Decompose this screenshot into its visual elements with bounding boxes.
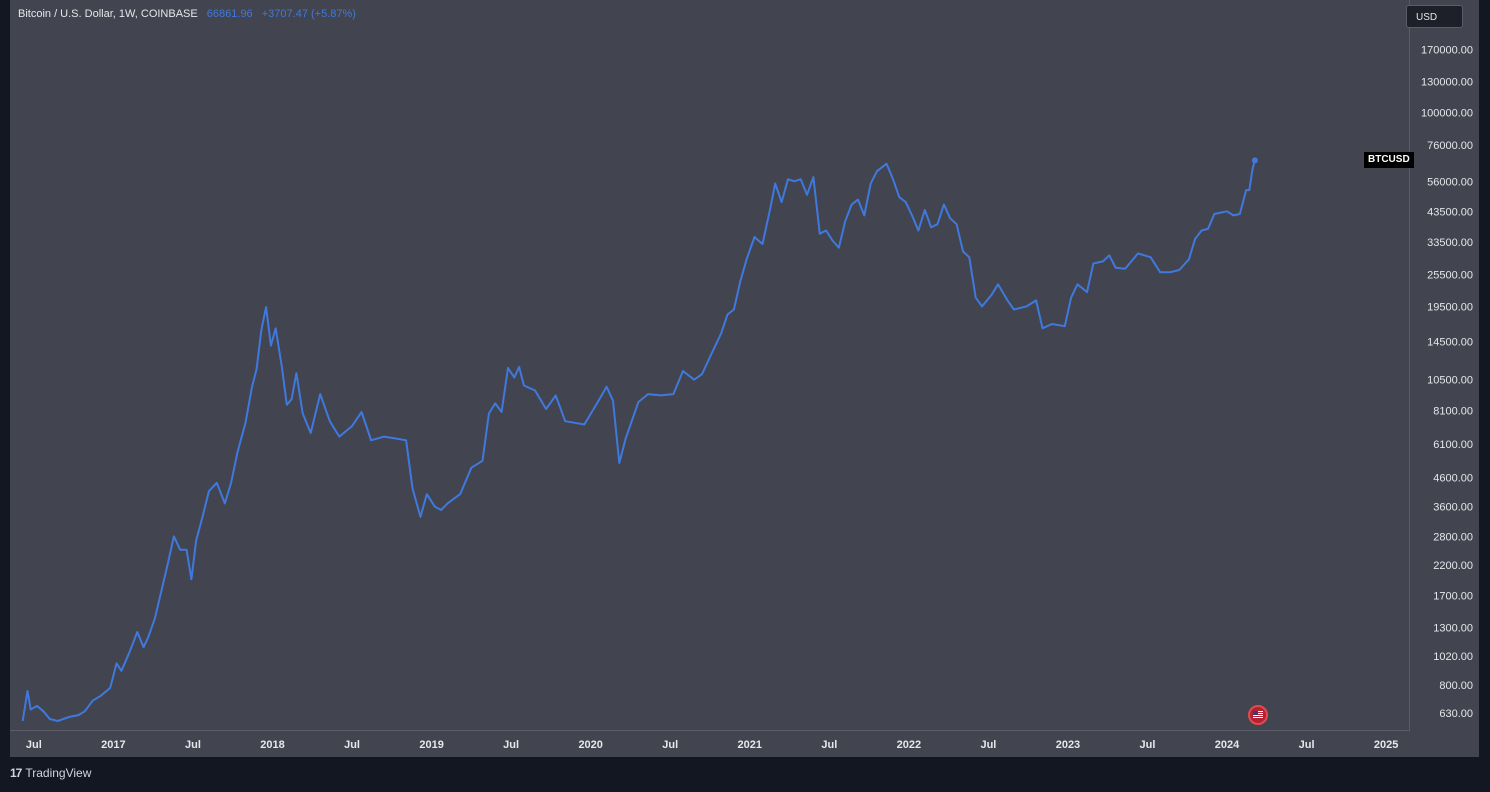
price-tick-label: 100000.00 xyxy=(1421,108,1473,120)
price-tick-label: 10500.00 xyxy=(1427,375,1473,387)
flag-canton xyxy=(1253,711,1258,715)
axis-corner xyxy=(1410,730,1479,757)
time-axis[interactable]: Jul 2017 Jul 2018 Jul 2019 Jul 2020 Jul 2021 Jul 20… xyxy=(10,730,1410,757)
price-axis[interactable]: 170000.00 130000.00 100000.00 76000.00 56000… xyxy=(1410,0,1479,730)
price-tick-label: 43500.00 xyxy=(1427,206,1473,218)
time-tick-label: 2021 xyxy=(738,739,762,751)
tradingview-logo-icon: 17 xyxy=(10,766,22,780)
price-tick-label: 2200.00 xyxy=(1433,560,1473,572)
time-tick-label: Jul xyxy=(26,739,42,751)
time-tick-label: Jul xyxy=(185,739,201,751)
symbol-name: Bitcoin / U.S. Dollar, 1W, COINBASE xyxy=(18,8,198,20)
last-price: 66861.96 xyxy=(206,8,253,20)
price-tick-label: 170000.00 xyxy=(1421,45,1473,57)
plot-area[interactable]: Bitcoin / U.S. Dollar, 1W, COINBASE 6686… xyxy=(10,0,1410,730)
price-tick-label: 800.00 xyxy=(1439,680,1473,692)
time-tick-label: Jul xyxy=(821,739,837,751)
price-tick-label: 1300.00 xyxy=(1433,622,1473,634)
tradingview-brand[interactable]: 17 TradingView xyxy=(10,766,91,780)
price-tick-label: 8100.00 xyxy=(1433,406,1473,418)
btcusd-price-line xyxy=(21,160,1256,722)
time-tick-label: Jul xyxy=(1140,739,1156,751)
flag-stripes xyxy=(1253,711,1263,719)
price-tick-label: 1700.00 xyxy=(1433,591,1473,603)
price-tick-label: 76000.00 xyxy=(1427,140,1473,152)
price-tick-label: 130000.00 xyxy=(1421,77,1473,89)
price-tick-label: 19500.00 xyxy=(1427,301,1473,313)
last-price-dot xyxy=(1251,157,1258,164)
series-tag: BTCUSD xyxy=(1364,152,1414,169)
price-tick-label: 14500.00 xyxy=(1427,336,1473,348)
price-tick-label: 2800.00 xyxy=(1433,531,1473,543)
time-tick-label: Jul xyxy=(662,739,678,751)
price-tick-label: 6100.00 xyxy=(1433,439,1473,451)
time-tick-label: 2025 xyxy=(1374,739,1398,751)
time-tick-label: Jul xyxy=(980,739,996,751)
time-tick-label: 2017 xyxy=(101,739,125,751)
currency-button[interactable]: USD xyxy=(1406,5,1463,28)
time-tick-label: Jul xyxy=(1299,739,1315,751)
time-axis-labels: Jul 2017 Jul 2018 Jul 2019 Jul 2020 Jul 2021 Jul 20… xyxy=(26,739,1398,751)
time-tick-label: 2024 xyxy=(1215,739,1240,751)
time-tick-label: 2020 xyxy=(578,739,602,751)
time-tick-label: Jul xyxy=(503,739,519,751)
chart-frame: Bitcoin / U.S. Dollar, 1W, COINBASE 6686… xyxy=(10,0,1479,757)
price-axis-labels: 170000.00 130000.00 100000.00 76000.00 56000… xyxy=(1421,45,1473,721)
price-tick-label: 4600.00 xyxy=(1433,473,1473,485)
time-tick-label: 2022 xyxy=(897,739,921,751)
price-tick-label: 56000.00 xyxy=(1427,176,1473,188)
time-tick-label: 2023 xyxy=(1056,739,1080,751)
price-change: +3707.47 (+5.87%) xyxy=(261,8,356,20)
price-line-chart xyxy=(21,157,1258,722)
price-tick-label: 33500.00 xyxy=(1427,237,1473,249)
us-flag-icon[interactable] xyxy=(1248,705,1268,725)
price-tick-label: 25500.00 xyxy=(1427,270,1473,282)
price-tick-label: 1020.00 xyxy=(1433,651,1473,663)
price-tick-label: 630.00 xyxy=(1439,708,1473,720)
time-tick-label: Jul xyxy=(344,739,360,751)
time-tick-label: 2018 xyxy=(260,739,284,751)
brand-name: TradingView xyxy=(25,766,92,780)
symbol-legend: Bitcoin / U.S. Dollar, 1W, COINBASE 6686… xyxy=(18,8,356,20)
price-tick-label: 3600.00 xyxy=(1433,502,1473,514)
time-tick-label: 2019 xyxy=(419,739,443,751)
